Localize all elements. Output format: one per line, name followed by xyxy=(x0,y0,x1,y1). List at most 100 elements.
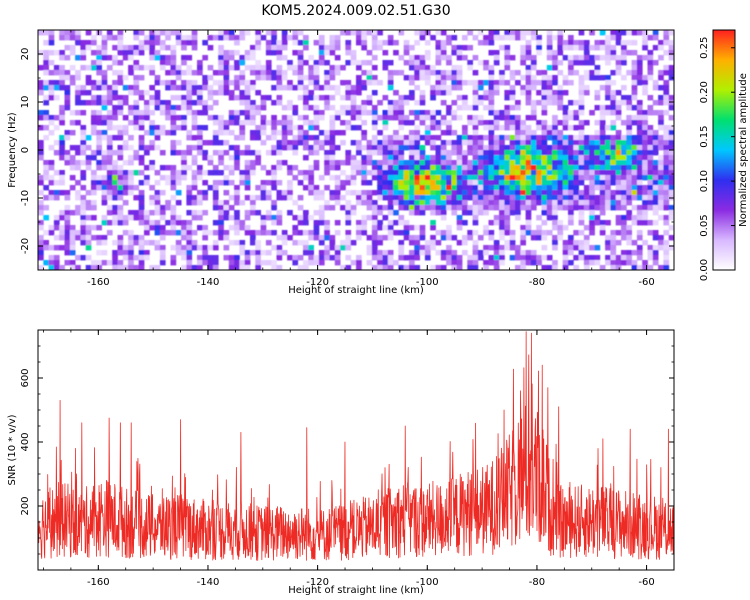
heatmap-cell xyxy=(568,180,574,186)
heatmap-cell xyxy=(265,230,272,236)
heatmap-cell xyxy=(356,230,362,236)
heatmap-cell xyxy=(212,260,219,266)
heatmap-cell xyxy=(435,200,442,206)
heatmap-cell xyxy=(414,165,420,171)
heatmap-cell xyxy=(605,125,611,131)
heatmap-cell xyxy=(170,225,177,231)
heatmap-cell xyxy=(573,100,579,106)
heatmap-cell xyxy=(64,245,71,251)
snr-series-line xyxy=(38,331,674,561)
heatmap-cell xyxy=(234,155,240,161)
heatmap-cell xyxy=(642,75,648,81)
heatmap-cell xyxy=(462,95,468,101)
heatmap-cell xyxy=(138,210,145,216)
heatmap-cell xyxy=(244,185,251,191)
heatmap-cell xyxy=(493,85,500,91)
heatmap-cell xyxy=(371,115,378,121)
heatmap-cell xyxy=(75,255,81,261)
heatmap-cell xyxy=(419,70,426,76)
heatmap-cell xyxy=(228,240,235,246)
heatmap-cell xyxy=(318,140,325,146)
heatmap-cell xyxy=(186,90,193,96)
heatmap-cell xyxy=(456,180,463,186)
y-tick-label: 400 xyxy=(20,432,31,451)
heatmap-cell xyxy=(128,55,134,61)
heatmap-cell xyxy=(414,125,420,131)
heatmap-cell xyxy=(536,185,542,191)
heatmap-cell xyxy=(435,230,442,236)
heatmap-cell xyxy=(64,85,71,91)
heatmap-cell xyxy=(477,250,484,256)
heatmap-cell xyxy=(467,60,473,66)
heatmap-cell xyxy=(573,70,579,76)
heatmap-cell xyxy=(191,175,198,181)
heatmap-cell xyxy=(117,185,124,191)
heatmap-cell xyxy=(85,225,92,231)
heatmap-cell xyxy=(530,115,537,121)
heatmap-cell xyxy=(38,245,44,251)
heatmap-cell xyxy=(419,195,426,201)
heatmap-cell xyxy=(499,150,505,156)
heatmap-cell xyxy=(626,180,632,186)
heatmap-cell xyxy=(197,135,203,141)
heatmap-cell xyxy=(250,105,256,111)
heatmap-cell xyxy=(668,145,674,151)
heatmap-cell xyxy=(557,135,564,141)
heatmap-cell xyxy=(631,220,638,226)
heatmap-cell xyxy=(451,75,458,81)
heatmap-cell xyxy=(668,100,674,106)
heatmap-cell xyxy=(382,60,389,66)
heatmap-cell xyxy=(308,75,314,81)
heatmap-cell xyxy=(419,150,426,156)
heatmap-cell xyxy=(101,215,108,221)
heatmap-cell xyxy=(541,130,548,136)
heatmap-cell xyxy=(80,215,87,221)
heatmap-cell xyxy=(138,265,145,270)
heatmap-cell xyxy=(530,85,537,91)
heatmap-cell xyxy=(605,190,611,196)
heatmap-cell xyxy=(371,40,378,46)
heatmap-cell xyxy=(218,205,224,211)
heatmap-cell xyxy=(552,65,558,71)
heatmap-cell xyxy=(329,175,336,181)
heatmap-cell xyxy=(552,130,558,136)
heatmap-cell xyxy=(488,165,495,171)
heatmap-cell xyxy=(165,130,171,136)
heatmap-cell xyxy=(212,115,219,121)
heatmap-cell xyxy=(377,40,383,46)
heatmap-cell xyxy=(647,160,654,166)
heatmap-cell xyxy=(557,100,564,106)
heatmap-cell xyxy=(636,65,643,71)
heatmap-cell xyxy=(239,70,246,76)
heatmap-cell xyxy=(488,245,495,251)
heatmap-cell xyxy=(197,260,203,266)
heatmap-cell xyxy=(456,160,463,166)
heatmap-cell xyxy=(43,80,49,86)
heatmap-cell xyxy=(329,255,336,261)
heatmap-cell xyxy=(91,200,97,206)
heatmap-cell xyxy=(128,50,134,56)
heatmap-cell xyxy=(419,235,426,241)
heatmap-cell xyxy=(605,145,611,151)
heatmap-cell xyxy=(186,85,193,91)
heatmap-cell xyxy=(112,45,118,51)
heatmap-cell xyxy=(493,180,500,186)
heatmap-cell xyxy=(530,55,537,61)
heatmap-cell xyxy=(96,240,102,246)
heatmap-cell xyxy=(191,170,198,176)
heatmap-cell xyxy=(59,230,65,236)
heatmap-cell xyxy=(122,215,129,221)
heatmap-cell xyxy=(472,210,479,216)
heatmap-cell xyxy=(106,95,113,101)
heatmap-cell xyxy=(324,160,330,166)
heatmap-cell xyxy=(122,75,129,81)
heatmap-cell xyxy=(509,145,516,151)
heatmap-cell xyxy=(615,195,622,201)
heatmap-cell xyxy=(106,135,113,141)
heatmap-cell xyxy=(85,90,92,96)
heatmap-cell xyxy=(175,75,182,81)
heatmap-cell xyxy=(409,195,415,201)
heatmap-cell xyxy=(170,60,177,66)
heatmap-cell xyxy=(122,55,129,61)
heatmap-cell xyxy=(91,80,97,86)
